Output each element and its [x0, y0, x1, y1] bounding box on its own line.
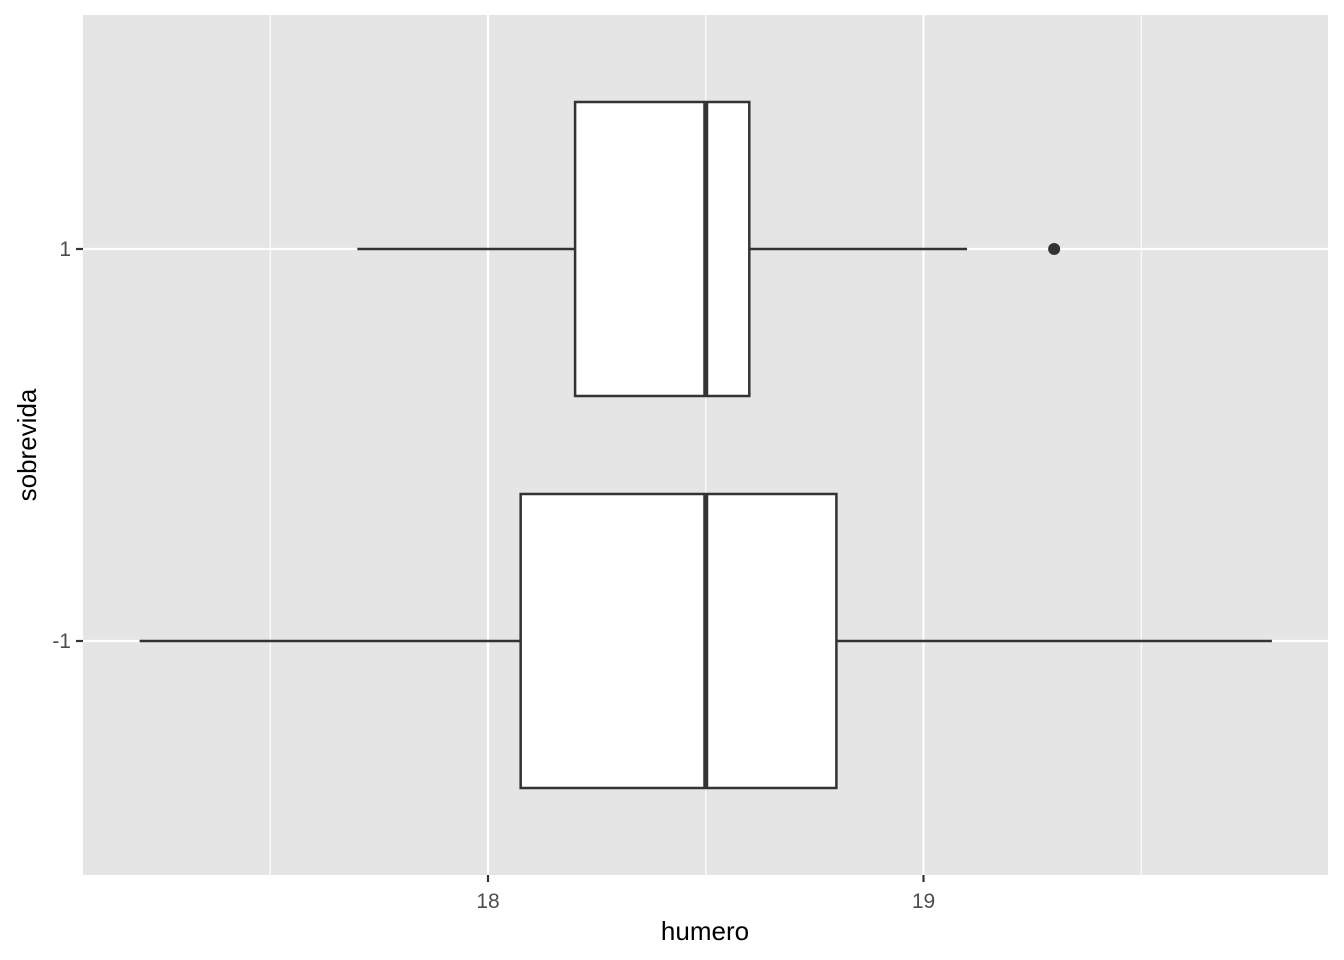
y-tick-label: 1: [59, 238, 71, 261]
y-axis-title: sobrevida: [12, 388, 42, 501]
x-axis-title: humero: [661, 916, 749, 946]
interquartile-box: [573, 100, 751, 398]
axes-layer: 18 19 1 -1: [52, 238, 935, 913]
interquartile-box: [519, 492, 838, 790]
x-tick-label: 18: [476, 890, 499, 913]
outlier-point: [1048, 243, 1061, 255]
y-tick-label: -1: [52, 630, 71, 653]
box-1: [357, 100, 1061, 398]
boxes-layer: [139, 100, 1272, 790]
x-tick-label: 19: [912, 890, 935, 913]
box--1: [139, 492, 1272, 790]
